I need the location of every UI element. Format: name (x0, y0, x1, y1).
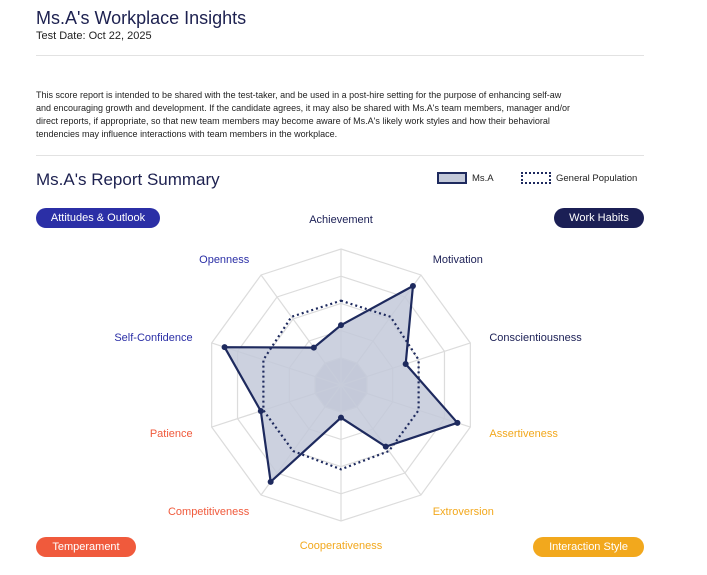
intro-line: direct reports, if appropriate, so that … (36, 116, 550, 126)
series-candidate-point (409, 282, 416, 289)
axis-label-achievement: Achievement (309, 214, 373, 226)
test-date: Test Date: Oct 22, 2025 (36, 30, 152, 42)
intro-line: and encouraging growth and development. … (36, 103, 571, 113)
divider (36, 155, 644, 156)
series-candidate-point (221, 344, 228, 351)
series-candidate-point (338, 322, 344, 329)
divider (36, 55, 644, 56)
axis-label-patience: Patience (150, 428, 193, 440)
series-candidate-point (382, 443, 389, 450)
series-candidate-point (257, 408, 264, 415)
legend-candidate-label: Ms.A (472, 172, 494, 184)
legend-candidate: Ms.A (437, 172, 494, 184)
category-work-habits-badge: Work Habits (554, 208, 644, 228)
series-candidate-point (454, 419, 461, 426)
summary-title: Ms.A's Report Summary (36, 170, 220, 189)
legend-population-label: General Population (556, 172, 638, 184)
intro-line: This score report is intended to be shar… (36, 90, 562, 100)
axis-label-motivation: Motivation (433, 254, 483, 266)
legend-population: General Population (521, 172, 637, 184)
axis-label-self-confidence: Self-Confidence (114, 332, 192, 344)
page-title: Ms.A's Workplace Insights (36, 8, 247, 28)
category-attitudes-badge: Attitudes & Outlook (36, 208, 160, 228)
series-candidate-point (267, 478, 274, 485)
series-population-line (262, 299, 420, 471)
legend-solid-swatch (437, 172, 467, 184)
intro-line: tendencies may influence interactions wi… (36, 129, 338, 139)
series-candidate-point (310, 344, 317, 351)
category-interaction-style-badge: Interaction Style (533, 537, 644, 557)
series-candidate-point (402, 360, 409, 367)
axis-label-conscientiousness: Conscientiousness (489, 332, 582, 344)
axis-label-extroversion: Extroversion (433, 506, 494, 518)
axis-label-openness: Openness (199, 254, 250, 266)
intro-paragraph: This score report is intended to be shar… (36, 89, 676, 141)
axis-label-assertiveness: Assertiveness (489, 428, 558, 440)
category-temperament-badge: Temperament (36, 537, 136, 557)
series-candidate-point (338, 414, 344, 421)
axis-label-competitiveness: Competitiveness (168, 506, 250, 518)
axis-label-cooperativeness: Cooperativeness (300, 540, 383, 552)
legend-dotted-swatch (521, 172, 551, 184)
